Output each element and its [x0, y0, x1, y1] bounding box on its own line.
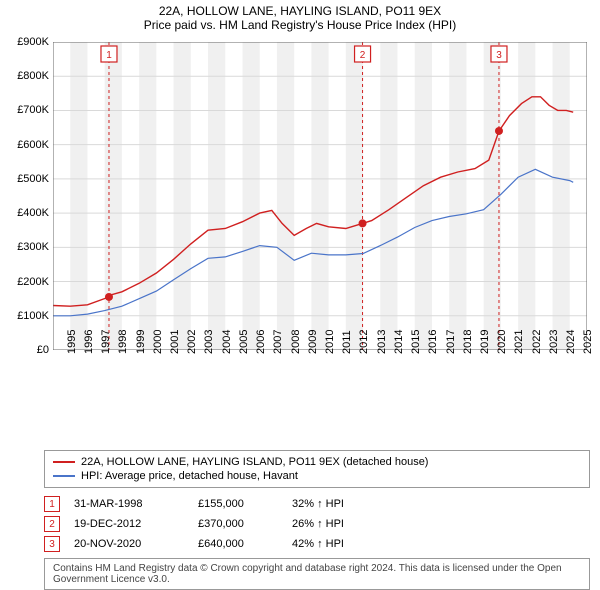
y-axis-label: £800K — [5, 70, 49, 82]
plot-svg: 1 2 3 — [53, 42, 587, 350]
chart-area: 1 2 3 £0 £100K £200K £300K £400K £500K £600K £700… — [5, 34, 595, 404]
event-marker-box: 3 — [44, 536, 60, 552]
legend-row: 22A, HOLLOW LANE, HAYLING ISLAND, PO11 9… — [53, 455, 581, 469]
y-axis-label: £700K — [5, 104, 49, 116]
y-axis-label: £0 — [5, 344, 49, 356]
event-price: £155,000 — [198, 498, 278, 510]
event-pct: 32% ↑ HPI — [292, 498, 382, 510]
y-axis-label: £500K — [5, 173, 49, 185]
chart-titles: 22A, HOLLOW LANE, HAYLING ISLAND, PO11 9… — [0, 0, 600, 34]
event-pct: 42% ↑ HPI — [292, 538, 382, 550]
legend-label: HPI: Average price, detached house, Hava… — [81, 470, 298, 482]
event-marker-box: 2 — [44, 516, 60, 532]
title-line-1: 22A, HOLLOW LANE, HAYLING ISLAND, PO11 9… — [0, 4, 600, 18]
event-row: 1 31-MAR-1998 £155,000 32% ↑ HPI — [44, 494, 590, 514]
svg-text:1: 1 — [106, 50, 112, 61]
title-line-2: Price paid vs. HM Land Registry's House … — [0, 18, 600, 32]
y-axis-label: £400K — [5, 207, 49, 219]
legend-swatch — [53, 475, 75, 477]
footer-text: Contains HM Land Registry data © Crown c… — [44, 558, 590, 590]
event-price: £370,000 — [198, 518, 278, 530]
x-axis-label: 2025 — [582, 330, 600, 354]
event-date: 19-DEC-2012 — [74, 518, 184, 530]
event-price: £640,000 — [198, 538, 278, 550]
legend: 22A, HOLLOW LANE, HAYLING ISLAND, PO11 9… — [44, 450, 590, 488]
event-pct: 26% ↑ HPI — [292, 518, 382, 530]
event-date: 31-MAR-1998 — [74, 498, 184, 510]
legend-row: HPI: Average price, detached house, Hava… — [53, 469, 581, 483]
event-row: 3 20-NOV-2020 £640,000 42% ↑ HPI — [44, 534, 590, 554]
y-axis-label: £900K — [5, 36, 49, 48]
y-axis-label: £300K — [5, 241, 49, 253]
svg-text:3: 3 — [496, 50, 502, 61]
y-axis-label: £100K — [5, 310, 49, 322]
event-date: 20-NOV-2020 — [74, 538, 184, 550]
event-marker-box: 1 — [44, 496, 60, 512]
svg-text:2: 2 — [360, 50, 366, 61]
y-axis-label: £600K — [5, 139, 49, 151]
event-table: 1 31-MAR-1998 £155,000 32% ↑ HPI 2 19-DEC-201… — [44, 494, 590, 554]
event-row: 2 19-DEC-2012 £370,000 26% ↑ HPI — [44, 514, 590, 534]
legend-label: 22A, HOLLOW LANE, HAYLING ISLAND, PO11 9… — [81, 456, 428, 468]
legend-swatch — [53, 461, 75, 463]
y-axis-label: £200K — [5, 276, 49, 288]
